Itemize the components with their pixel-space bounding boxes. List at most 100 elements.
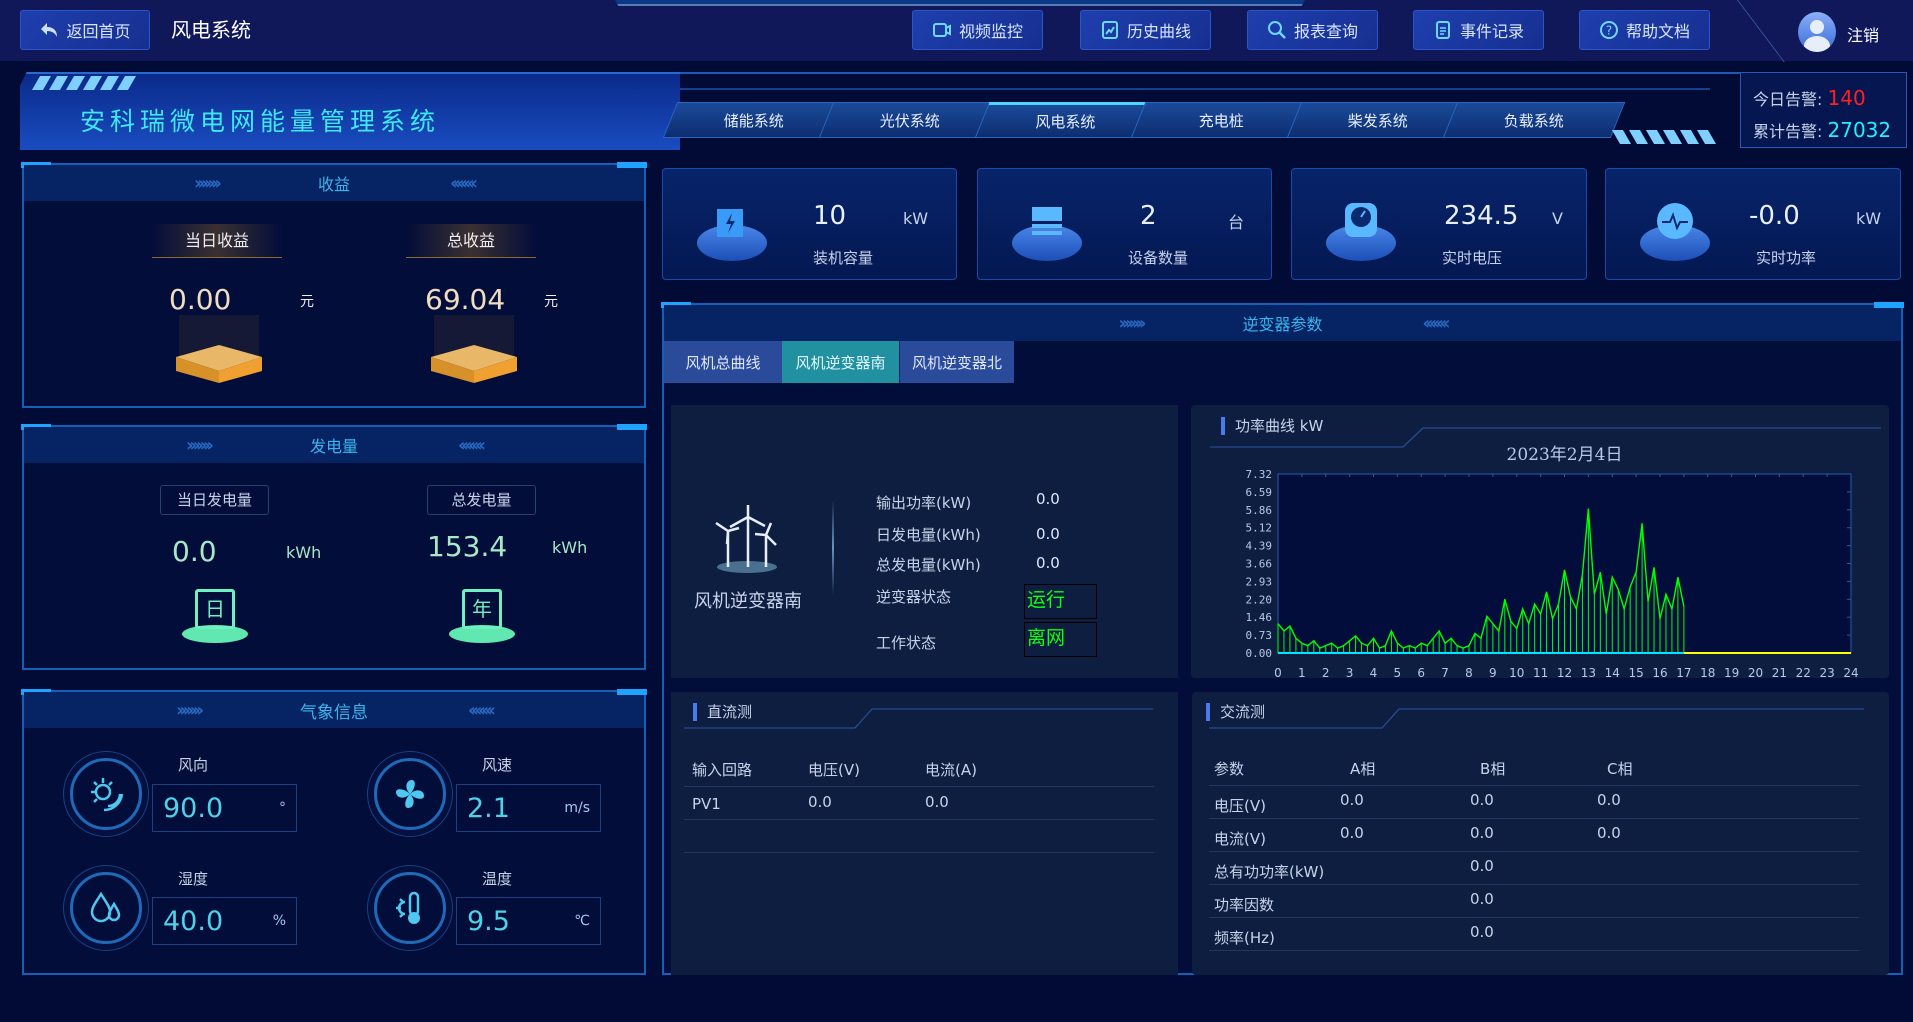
stat-card-power: -0.0 kW 实时功率 — [1605, 168, 1901, 280]
power-curve-title: 功率曲线 kW — [1221, 417, 1323, 435]
panel-header: ››››››› 气象信息 ‹‹‹‹‹‹‹ — [24, 692, 644, 728]
capacity-value: 10 — [813, 201, 847, 231]
y-tick-label: 0.73 — [1246, 629, 1273, 642]
x-tick-label: 15 — [1628, 666, 1643, 678]
voltage-unit: V — [1552, 209, 1563, 228]
tab-total-curve[interactable]: 风机总曲线 — [664, 341, 782, 383]
wind-speed-box: 2.1 m/s — [456, 784, 601, 832]
tab-label: 储能系统 — [723, 111, 784, 130]
total-revenue-label: 总收益 — [406, 224, 536, 258]
daily-generation-param-value: 0.0 — [1036, 525, 1060, 543]
video-monitor-button[interactable]: 视频监控 — [912, 10, 1043, 50]
x-tick-label: 1 — [1298, 666, 1306, 678]
ac-cell-value: 0.0 — [1470, 923, 1494, 941]
total-revenue-value: 69.04 — [425, 283, 506, 316]
tab-charging[interactable]: 充电桩 — [1130, 102, 1314, 138]
logout-link[interactable]: 注销 — [1847, 26, 1880, 45]
generation-panel: ››››››› 发电量 ‹‹‹‹‹‹‹ 当日发电量 总发电量 0.0 kWh 153… — [21, 424, 647, 670]
calendar-year-icon: 年 — [449, 577, 515, 643]
temperature-value: 9.5 — [467, 905, 510, 937]
x-tick-label: 16 — [1652, 666, 1667, 678]
back-home-button[interactable]: 返回首页 — [20, 10, 150, 50]
history-curve-label: 历史曲线 — [1126, 22, 1191, 41]
power-label: 实时功率 — [1756, 249, 1817, 267]
device-icon — [1032, 207, 1062, 235]
tab-wind[interactable]: 风电系统 — [974, 102, 1158, 138]
history-curve-button[interactable]: 历史曲线 — [1080, 10, 1211, 50]
inverter-name: 风机逆变器南 — [694, 591, 802, 612]
tab-load[interactable]: 负载系统 — [1442, 102, 1626, 138]
report-query-label: 报表查询 — [1293, 22, 1358, 41]
ac-cell-value: 0.0 — [1470, 890, 1494, 908]
humidity-unit: % — [272, 913, 286, 929]
back-arrow-icon — [41, 23, 58, 37]
panel-title: 收益 — [317, 175, 350, 194]
daily-revenue-unit: 元 — [300, 294, 314, 310]
event-log-button[interactable]: 事件记录 — [1413, 10, 1544, 50]
help-docs-button[interactable]: ? 帮助文档 — [1579, 10, 1710, 50]
x-tick-label: 9 — [1489, 666, 1497, 678]
daily-generation-unit: kWh — [286, 543, 322, 562]
ac-header: 参数 — [1214, 760, 1245, 778]
ac-row-label: 电流(V) — [1214, 830, 1266, 848]
wind-direction-label: 风向 — [178, 756, 209, 774]
report-query-button[interactable]: 报表查询 — [1247, 10, 1378, 50]
help-icon: ? — [1599, 21, 1618, 39]
ac-cell-value: 0.0 — [1597, 791, 1621, 809]
dc-header-current: 电流(A) — [925, 761, 977, 779]
avatar[interactable] — [1798, 12, 1836, 52]
daily-revenue-value: 0.00 — [169, 283, 232, 316]
dc-side-box: 直流测 输入回路 电压(V) 电流(A) PV1 0.0 0.0 — [671, 692, 1178, 975]
calendar-year-text: 年 — [462, 589, 502, 629]
tab-inverter-north[interactable]: 风机逆变器北 — [899, 341, 1014, 383]
battery-bolt-icon — [717, 209, 743, 237]
system-title: 安科瑞微电网能量管理系统 — [80, 107, 441, 136]
voltage-label: 实时电压 — [1442, 249, 1503, 267]
daily-generation-label: 当日发电量 — [160, 485, 269, 515]
panel-header: ››››››› 收益 ‹‹‹‹‹‹‹ — [24, 165, 644, 201]
x-tick-label: 8 — [1465, 666, 1473, 678]
tab-label: 负载系统 — [1503, 111, 1564, 130]
panel-title: 气象信息 — [300, 702, 368, 723]
gauge-icon — [1345, 203, 1377, 237]
y-tick-label: 7.32 — [1246, 468, 1273, 481]
document-icon — [1435, 21, 1450, 39]
ac-header: B相 — [1480, 760, 1506, 778]
title-underline — [684, 708, 1153, 729]
y-tick-label: 5.86 — [1246, 504, 1273, 517]
row-divider — [1209, 851, 1859, 852]
ac-row-label: 功率因数 — [1214, 896, 1275, 914]
chevrons-left-icon: ‹‹‹‹‹‹‹ — [468, 699, 496, 721]
y-tick-label: 3.66 — [1246, 558, 1273, 571]
total-generation-param-value: 0.0 — [1036, 554, 1060, 572]
wind-direction-unit: ° — [279, 800, 286, 816]
x-tick-label: 13 — [1581, 666, 1596, 678]
tab-label: 充电桩 — [1199, 111, 1245, 130]
total-generation-value: 153.4 — [427, 530, 508, 563]
search-report-icon — [1267, 21, 1286, 39]
y-tick-label: 0.00 — [1246, 647, 1273, 660]
row-divider — [1209, 785, 1859, 786]
inverter-status-label: 逆变器状态 — [876, 588, 952, 606]
panel-header: ››››››› 逆变器参数 ‹‹‹‹‹‹‹ — [664, 305, 1901, 341]
x-tick-label: 22 — [1796, 666, 1811, 678]
work-status-label: 工作状态 — [876, 634, 937, 652]
banner-stripes — [1611, 130, 1718, 148]
tab-diesel[interactable]: 柴发系统 — [1286, 102, 1470, 138]
wind-speed-unit: m/s — [564, 800, 590, 816]
row-divider — [684, 852, 1154, 853]
total-generation-unit: kWh — [552, 538, 588, 557]
tab-storage[interactable]: 储能系统 — [662, 102, 846, 138]
ac-cell-value: 0.0 — [1470, 857, 1494, 875]
x-tick-label: 19 — [1724, 666, 1739, 678]
calendar-day-text: 日 — [195, 589, 235, 629]
x-tick-label: 18 — [1700, 666, 1715, 678]
tab-pv[interactable]: 光伏系统 — [818, 102, 1002, 138]
page-title: 风电系统 — [171, 18, 251, 42]
output-power-label: 输出功率(kW) — [876, 494, 972, 512]
ac-cell-value: 0.0 — [1340, 824, 1364, 842]
daily-generation-value: 0.0 — [172, 535, 217, 568]
stat-card-device-count: 2 台 设备数量 — [977, 168, 1272, 280]
tab-inverter-south[interactable]: 风机逆变器南 — [782, 341, 899, 383]
x-tick-label: 12 — [1557, 666, 1572, 678]
